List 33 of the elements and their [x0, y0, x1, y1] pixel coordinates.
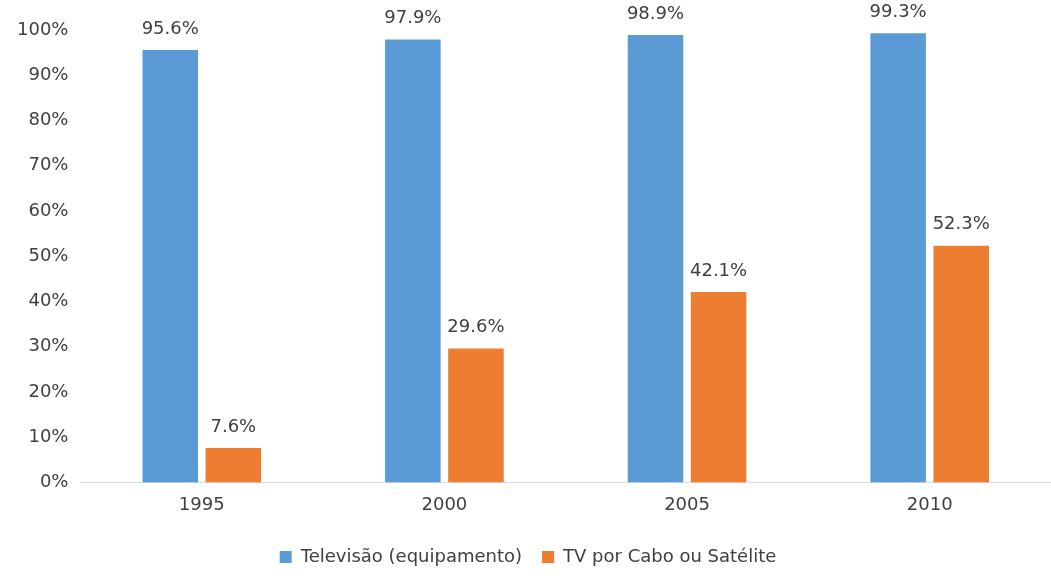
- y-tick-label: 0%: [39, 470, 69, 492]
- y-tick-label: 30%: [28, 334, 69, 356]
- data-label: 98.9%: [626, 1, 685, 23]
- y-tick-label: 20%: [28, 379, 69, 401]
- y-tick-label: 60%: [28, 198, 69, 220]
- y-tick-label: 100%: [16, 17, 69, 39]
- data-label: 99.3%: [869, 0, 927, 21]
- bar: [448, 348, 504, 483]
- y-tick-label: 10%: [28, 424, 69, 446]
- bar: [205, 448, 262, 483]
- bar: [933, 245, 989, 483]
- bar: [690, 291, 747, 483]
- y-tick-label: 70%: [28, 153, 69, 175]
- bar: [142, 49, 198, 483]
- legend-label: TV por Cabo ou Satélite: [562, 544, 777, 566]
- x-tick-label: 1995: [178, 492, 225, 514]
- data-label: 29.6%: [447, 315, 505, 337]
- bar: [627, 34, 684, 483]
- y-tick-label: 40%: [28, 289, 69, 311]
- x-tick-label: 2005: [664, 492, 710, 514]
- bar: [870, 33, 926, 483]
- data-label: 95.6%: [141, 16, 199, 38]
- legend-label: Televisão (equipamento): [299, 544, 523, 566]
- data-label: 52.3%: [932, 212, 990, 234]
- bar: [385, 39, 441, 483]
- data-label: 97.9%: [384, 6, 442, 28]
- data-label: 7.6%: [210, 414, 257, 436]
- x-tick-label: 2010: [906, 492, 953, 514]
- x-tick-label: 2000: [421, 492, 468, 514]
- y-tick-label: 90%: [28, 62, 69, 84]
- data-label: 42.1%: [690, 258, 748, 280]
- y-tick-label: 50%: [28, 243, 69, 265]
- y-tick-label: 80%: [28, 108, 69, 130]
